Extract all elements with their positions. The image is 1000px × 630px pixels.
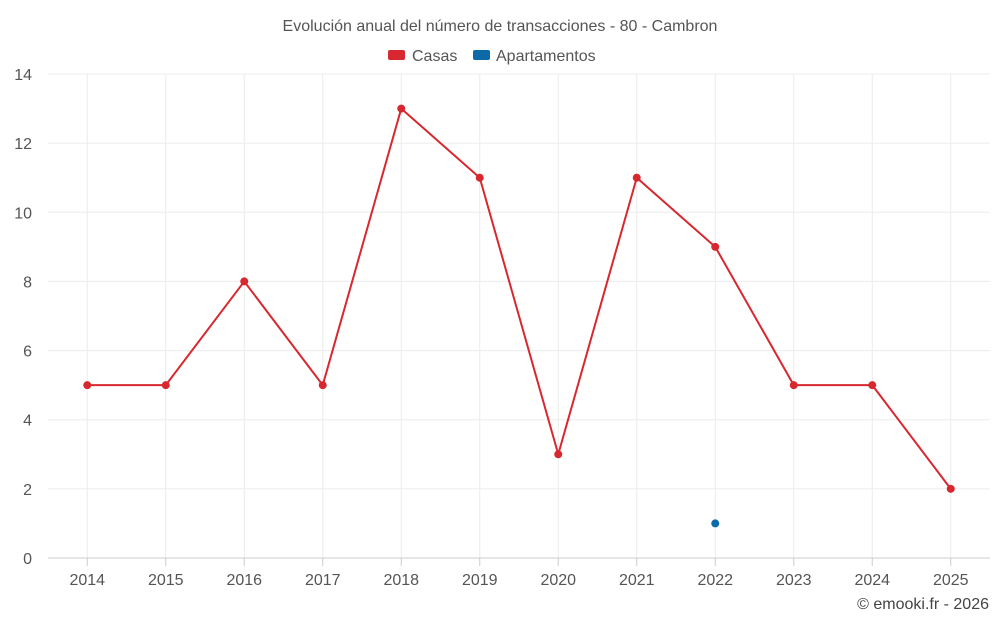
credit-text: © emooki.fr - 2026 (857, 596, 989, 613)
grid (48, 73, 990, 558)
data-point-casas-2019[interactable] (475, 173, 484, 182)
x-tick-label: 2017 (305, 572, 341, 589)
legend: Casas Apartamentos (388, 48, 596, 65)
y-tick-label: 6 (23, 344, 32, 361)
data-point-casas-2021[interactable] (632, 173, 641, 182)
legend-label-casas: Casas (412, 48, 457, 65)
y-tick-label: 4 (23, 413, 32, 430)
x-tick-label: 2022 (697, 572, 733, 589)
data-point-casas-2018[interactable] (397, 104, 406, 113)
x-tick-label: 2025 (933, 572, 969, 589)
x-tick-label: 2018 (383, 572, 419, 589)
chart-title: Evolución anual del número de transaccio… (283, 18, 718, 35)
data-point-apartamentos-2022[interactable] (711, 519, 720, 528)
data-point-casas-2020[interactable] (554, 450, 563, 459)
y-tick-label: 8 (23, 274, 32, 291)
y-tick-label: 2 (23, 482, 32, 499)
series (83, 104, 955, 528)
legend-swatch-apartamentos (473, 50, 490, 60)
x-tick-label: 2014 (69, 572, 105, 589)
data-point-casas-2015[interactable] (161, 381, 170, 390)
axes: 0 2 4 6 8 10 12 14 2014 2015 2016 2017 2018 2019 2020 2… (14, 67, 990, 589)
data-point-casas-2024[interactable] (868, 381, 877, 390)
data-point-casas-2017[interactable] (318, 381, 327, 390)
y-tick-label: 12 (14, 136, 32, 153)
x-tick-label: 2016 (226, 572, 262, 589)
legend-label-apartamentos: Apartamentos (496, 48, 596, 65)
x-tick-label: 2021 (619, 572, 655, 589)
x-tick-label: 2019 (462, 572, 498, 589)
data-point-casas-2025[interactable] (946, 484, 955, 493)
x-tick-label: 2020 (540, 572, 576, 589)
data-point-casas-2022[interactable] (711, 242, 720, 251)
data-point-casas-2016[interactable] (240, 277, 249, 286)
legend-item-apartamentos[interactable]: Apartamentos (473, 48, 596, 65)
y-tick-label: 0 (23, 551, 32, 568)
y-tick-label: 10 (14, 205, 32, 222)
x-tick-label: 2023 (776, 572, 812, 589)
series-line-casas (87, 107, 952, 490)
x-tick-label: 2024 (854, 572, 890, 589)
data-point-casas-2023[interactable] (789, 381, 798, 390)
legend-item-casas[interactable]: Casas (388, 48, 457, 65)
y-tick-label: 14 (14, 67, 32, 84)
legend-swatch-casas (388, 50, 405, 60)
x-tick-label: 2015 (148, 572, 184, 589)
data-point-casas-2014[interactable] (83, 381, 92, 390)
